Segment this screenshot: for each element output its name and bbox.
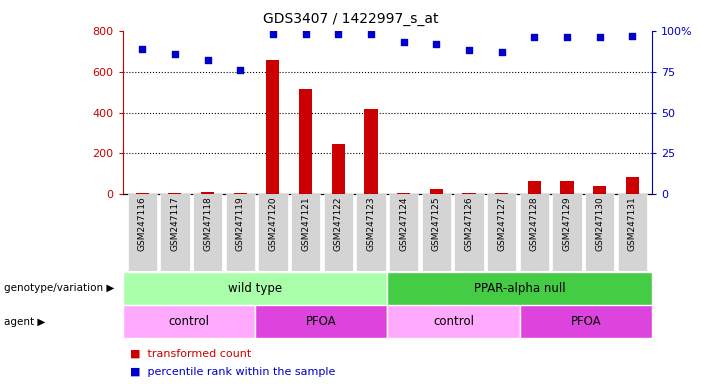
Text: GSM247124: GSM247124 [399, 197, 408, 251]
Point [137, 46, 148, 52]
Bar [454, 194, 484, 271]
Point [300, 31, 311, 37]
Text: GSM247128: GSM247128 [530, 197, 539, 251]
Bar [123, 305, 255, 338]
Text: wild type: wild type [228, 282, 282, 295]
Text: GSM247126: GSM247126 [465, 197, 473, 251]
Text: genotype/variation ▶: genotype/variation ▶ [4, 283, 114, 293]
Text: GSM247130: GSM247130 [595, 197, 604, 252]
Bar [356, 194, 386, 271]
Bar [495, 193, 508, 194]
Text: GSM247117: GSM247117 [170, 197, 179, 252]
Text: GSM247127: GSM247127 [497, 197, 506, 251]
Bar [299, 89, 312, 194]
Text: control: control [433, 315, 474, 328]
Text: PPAR-alpha null: PPAR-alpha null [474, 282, 566, 295]
Bar [226, 194, 255, 271]
Bar [519, 305, 652, 338]
Bar [519, 194, 549, 271]
Bar [168, 193, 182, 194]
Text: control: control [168, 315, 210, 328]
Bar [487, 194, 517, 271]
Bar [332, 144, 345, 194]
Point [398, 39, 409, 45]
Bar [324, 194, 353, 271]
Point [267, 31, 278, 37]
Point [430, 41, 442, 47]
Point [562, 34, 573, 40]
Point [170, 51, 181, 57]
Text: PFOA: PFOA [571, 315, 601, 328]
Bar [593, 186, 606, 194]
Text: GSM247121: GSM247121 [301, 197, 310, 251]
Point [496, 49, 508, 55]
Bar [618, 194, 647, 271]
Text: GSM247116: GSM247116 [138, 197, 147, 252]
Bar [266, 60, 280, 194]
Point [627, 33, 638, 39]
Text: GSM247129: GSM247129 [562, 197, 571, 251]
Bar [397, 193, 410, 194]
Text: GSM247122: GSM247122 [334, 197, 343, 251]
Bar [123, 272, 387, 305]
Point [202, 57, 213, 63]
Bar [258, 194, 287, 271]
Text: GSM247118: GSM247118 [203, 197, 212, 252]
Bar [421, 194, 451, 271]
Point [365, 31, 376, 37]
Bar [552, 194, 582, 271]
Text: GSM247125: GSM247125 [432, 197, 441, 251]
Bar [128, 194, 157, 271]
Text: GSM247123: GSM247123 [367, 197, 376, 251]
Point [333, 31, 344, 37]
Bar [193, 194, 222, 271]
Point [235, 67, 246, 73]
Point [529, 34, 540, 40]
Text: ■  transformed count: ■ transformed count [130, 349, 251, 359]
Bar [561, 181, 573, 194]
Text: ■  percentile rank within the sample: ■ percentile rank within the sample [130, 367, 335, 377]
Text: GDS3407 / 1422997_s_at: GDS3407 / 1422997_s_at [263, 12, 438, 25]
Text: agent ▶: agent ▶ [4, 316, 45, 327]
Point [463, 47, 475, 53]
Bar [626, 177, 639, 194]
Bar [387, 272, 652, 305]
Bar [365, 109, 378, 194]
Text: PFOA: PFOA [306, 315, 336, 328]
Bar [430, 189, 443, 194]
Text: GSM247120: GSM247120 [268, 197, 278, 251]
Bar [585, 194, 614, 271]
Bar [233, 193, 247, 194]
Bar [463, 193, 475, 194]
Bar [201, 192, 214, 194]
Bar [389, 194, 418, 271]
Bar [161, 194, 190, 271]
Bar [291, 194, 320, 271]
Bar [136, 193, 149, 194]
Text: GSM247119: GSM247119 [236, 197, 245, 252]
Text: GSM247131: GSM247131 [628, 197, 637, 252]
Bar [528, 181, 541, 194]
Point [594, 34, 605, 40]
Bar [255, 305, 387, 338]
Bar [387, 305, 519, 338]
